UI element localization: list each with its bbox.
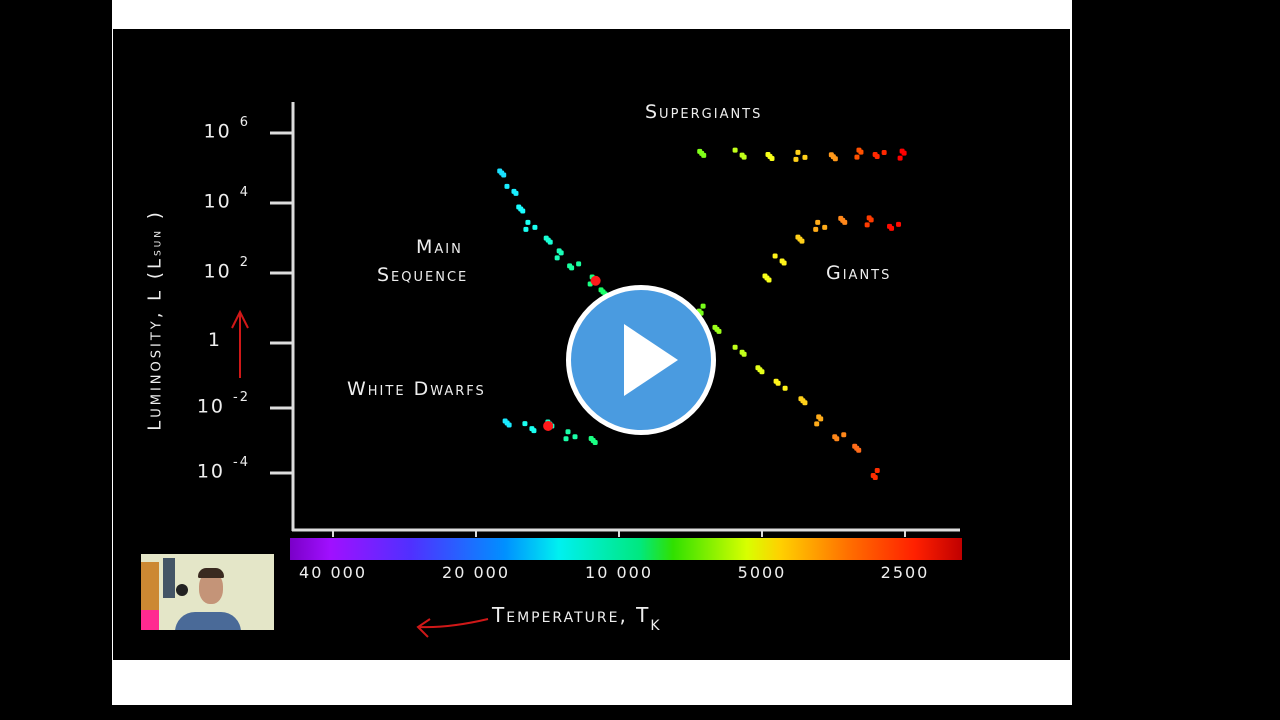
x-tick-label: 20 000: [442, 563, 510, 582]
star-point: [576, 261, 582, 267]
star-point: [700, 303, 706, 309]
star-point: [701, 152, 707, 158]
star-point: [802, 154, 808, 160]
x-tick-label: 40 000: [299, 563, 367, 582]
star-point: [522, 421, 528, 427]
label-main: Main: [416, 236, 463, 258]
star-point: [868, 217, 874, 223]
star-point: [504, 183, 510, 189]
label-white-dwarfs: White Dwarfs: [347, 378, 486, 400]
presenter-hair: [198, 568, 224, 578]
label-sequence: Sequence: [377, 264, 469, 286]
play-icon: [624, 324, 678, 396]
star-point: [842, 219, 848, 225]
poster: [141, 562, 159, 612]
star-point: [781, 260, 787, 266]
star-point: [782, 385, 788, 391]
star-point: [872, 474, 878, 480]
star-point: [815, 219, 821, 225]
play-button[interactable]: [566, 285, 716, 435]
star-point: [563, 436, 569, 442]
star-point: [856, 447, 862, 453]
star-point: [832, 156, 838, 162]
star-point: [775, 380, 781, 386]
label-giants: Giants: [826, 262, 892, 284]
x-tick-label: 2500: [880, 563, 930, 582]
x-tick-label: 10 000: [585, 563, 653, 582]
red-arrow-left-icon: [416, 618, 489, 638]
temperature-color-bar: [290, 538, 962, 560]
star-point: [795, 149, 801, 155]
star-point: [554, 255, 560, 261]
poster: [141, 610, 159, 630]
highlighted-star-point: [543, 420, 554, 431]
poster: [163, 558, 175, 598]
star-point: [772, 253, 778, 259]
presenter-body: [175, 612, 241, 630]
star-point: [569, 265, 575, 271]
star-point: [523, 226, 529, 232]
star-point: [506, 422, 512, 428]
star-point: [732, 147, 738, 153]
y-axis-label: Luminosity, L (Lsun ): [144, 209, 166, 431]
star-point: [864, 222, 870, 228]
label-supergiants: Supergiants: [645, 101, 763, 123]
axes: [291, 102, 960, 532]
star-point: [874, 467, 880, 473]
star-point: [741, 154, 747, 160]
star-point: [732, 344, 738, 350]
star-point: [799, 238, 805, 244]
star-point: [802, 400, 808, 406]
x-tick-label: 5000: [737, 563, 787, 582]
star-point: [858, 149, 864, 155]
star-point: [501, 172, 507, 178]
star-point: [525, 219, 531, 225]
y-tick-label: 10 6: [203, 115, 250, 143]
y-tick-label: 10 -2: [196, 390, 250, 418]
star-point: [741, 351, 747, 357]
star-point: [558, 250, 564, 256]
star-point: [532, 224, 538, 230]
star-point: [592, 440, 598, 445]
star-point: [716, 328, 722, 334]
star-point: [547, 239, 553, 245]
star-point: [531, 428, 537, 434]
x-axis-label: Temperature, TK: [492, 603, 662, 634]
star-point: [565, 429, 571, 435]
star-point: [520, 208, 526, 214]
star-point: [881, 149, 887, 155]
star-point: [759, 369, 765, 375]
y-tick-label: 1: [207, 329, 222, 351]
y-tick-label: 10 2: [203, 255, 250, 283]
star-point: [854, 154, 860, 160]
star-point: [822, 224, 828, 230]
star-point: [769, 155, 775, 161]
star-point: [834, 436, 840, 442]
star-point: [889, 225, 895, 231]
star-point: [572, 434, 578, 440]
star-point: [793, 156, 799, 162]
star-point: [814, 421, 820, 427]
y-tick-label: 10 -4: [196, 455, 250, 483]
red-arrow-up-icon: [231, 309, 249, 378]
star-point: [896, 221, 902, 227]
star-point: [813, 226, 819, 232]
poster: [176, 584, 188, 596]
star-point: [766, 277, 772, 283]
highlighted-star-point: [590, 275, 601, 286]
y-tick-label: 10 4: [203, 185, 250, 213]
star-point: [897, 155, 903, 161]
star-point: [841, 432, 847, 438]
star-point: [901, 150, 907, 156]
presenter-webcam: [141, 554, 274, 630]
star-point: [818, 416, 824, 422]
star-point: [513, 190, 519, 196]
star-point: [874, 153, 880, 159]
